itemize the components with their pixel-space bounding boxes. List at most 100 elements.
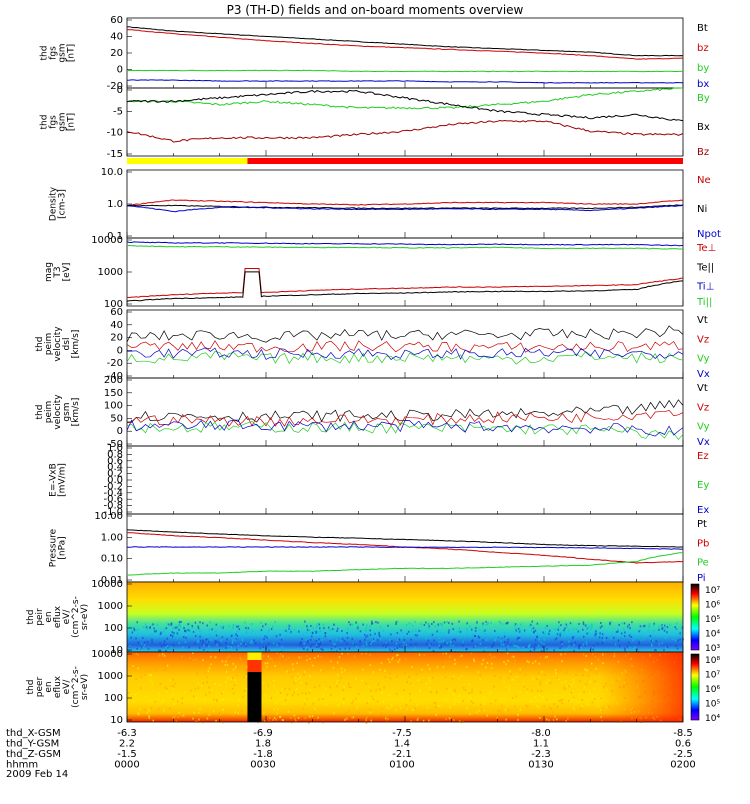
ytick-label: -50 bbox=[107, 439, 123, 450]
spectrogram-cell bbox=[561, 643, 563, 646]
spectrogram-cell bbox=[555, 637, 558, 640]
spectrogram-cell bbox=[267, 655, 270, 658]
legend-label: Bx bbox=[697, 122, 710, 133]
spectrogram-cell bbox=[286, 699, 288, 702]
spectrogram-cell bbox=[370, 689, 372, 692]
ylabel-line: velocity bbox=[53, 326, 63, 362]
spectrogram-cell bbox=[466, 633, 469, 636]
spectrogram-cell bbox=[652, 624, 655, 627]
spectrogram-cell bbox=[319, 643, 321, 646]
spectrogram-cell bbox=[432, 667, 434, 670]
spectrogram-cell bbox=[609, 623, 611, 626]
spectrogram-cell bbox=[133, 700, 135, 703]
spectrogram-cell bbox=[675, 644, 678, 647]
spectrogram-cell bbox=[174, 715, 177, 718]
spectrogram-cell bbox=[316, 667, 319, 670]
spectrogram-cell bbox=[613, 636, 615, 639]
spectrogram-cell bbox=[161, 654, 164, 657]
spectrogram-cell bbox=[466, 649, 469, 652]
spectrogram-cell bbox=[304, 698, 307, 701]
spectrogram-cell bbox=[507, 645, 510, 648]
spectrogram-cell bbox=[350, 685, 352, 688]
spectrogram-cell bbox=[293, 635, 296, 638]
spectrogram-cell bbox=[466, 707, 469, 710]
spectrogram-cell bbox=[587, 675, 590, 678]
spectrogram-cell bbox=[666, 626, 669, 629]
spectrogram-cell bbox=[655, 649, 658, 652]
spectrogram-cell bbox=[411, 630, 414, 633]
spectrogram-cell bbox=[312, 626, 314, 629]
spectrogram-cell bbox=[131, 631, 134, 634]
ytick-label: 10000 bbox=[91, 579, 123, 590]
spectrogram-cell bbox=[561, 681, 563, 684]
ytick-label: 10.00 bbox=[94, 511, 123, 522]
spectrogram-cell bbox=[183, 627, 185, 630]
spectrogram-cell bbox=[540, 641, 542, 644]
spectrogram-cell bbox=[225, 641, 227, 644]
spectrogram-cell bbox=[213, 698, 215, 701]
spectrogram-cell bbox=[482, 659, 484, 662]
spectrogram-cell bbox=[294, 717, 296, 720]
spectrogram-cell bbox=[403, 638, 406, 641]
spectrogram-cell bbox=[268, 629, 271, 632]
spectrogram-cell bbox=[305, 631, 308, 634]
spectrogram-cell bbox=[329, 629, 331, 632]
spectrogram-cell bbox=[165, 669, 167, 672]
spectrogram-cell bbox=[318, 645, 320, 648]
spectrogram-cell bbox=[353, 655, 356, 658]
spectrogram-cell bbox=[517, 646, 519, 649]
spectrogram-cell bbox=[454, 662, 456, 665]
ylabel-line: thd bbox=[35, 405, 45, 420]
series-line bbox=[126, 421, 684, 441]
spectrogram-cell bbox=[306, 665, 309, 668]
spectrogram-cell bbox=[371, 620, 373, 623]
spectrogram-cell bbox=[243, 642, 246, 645]
spectrogram-cell bbox=[570, 684, 572, 687]
spectrogram-cell bbox=[552, 711, 554, 714]
legend-label: bz bbox=[697, 43, 709, 54]
spectrogram-cell bbox=[308, 721, 310, 724]
spectrogram-cell bbox=[197, 687, 200, 690]
ylabel-line: eflux bbox=[53, 675, 63, 698]
spectrogram-cell bbox=[329, 694, 332, 697]
spectrogram-cell bbox=[469, 713, 471, 716]
spectrogram-cell bbox=[165, 627, 168, 630]
spectrogram-cell bbox=[546, 655, 549, 658]
spectrogram-cell bbox=[293, 628, 296, 631]
spectrogram-cell bbox=[478, 628, 481, 631]
spectrogram-cell bbox=[422, 719, 425, 722]
spectrogram-cell bbox=[426, 706, 429, 709]
spectrogram-cell bbox=[275, 713, 277, 716]
spectrogram-cell bbox=[489, 702, 492, 705]
spectrogram-cell bbox=[458, 627, 460, 630]
spectrogram-cell bbox=[129, 645, 131, 648]
spectrogram-cell bbox=[288, 696, 290, 699]
spectrogram-cell bbox=[296, 662, 298, 665]
spectrogram-cell bbox=[433, 701, 435, 704]
spectrogram-cell bbox=[145, 626, 148, 629]
spectrogram-cell bbox=[276, 652, 279, 655]
spectrogram-cell bbox=[244, 675, 247, 678]
ytick-label: -40 bbox=[107, 371, 123, 382]
spectrogram-cell bbox=[568, 685, 570, 688]
spectrogram-cell bbox=[352, 642, 355, 645]
spectrogram-cell bbox=[379, 625, 382, 628]
series-line bbox=[126, 244, 683, 250]
spectrogram-cell bbox=[579, 666, 581, 669]
spectrogram-cell bbox=[436, 630, 438, 633]
spectrogram-cell bbox=[315, 631, 318, 634]
spectrogram-cell bbox=[237, 704, 239, 707]
spectrogram-cell bbox=[315, 644, 318, 647]
spectrogram-cell bbox=[483, 709, 486, 712]
spectrogram-cell bbox=[135, 629, 138, 632]
spectrogram-cell bbox=[623, 627, 625, 630]
spectrogram-cell bbox=[210, 655, 212, 658]
spectrogram-cell bbox=[178, 621, 181, 624]
spectrogram-cell bbox=[372, 671, 375, 674]
spectrogram-cell bbox=[450, 649, 452, 652]
spectrogram-cell bbox=[189, 656, 191, 659]
spectrogram-cell bbox=[145, 695, 147, 698]
ephemeris-value: -1.8 bbox=[253, 749, 273, 760]
spectrogram-cell bbox=[507, 659, 509, 662]
